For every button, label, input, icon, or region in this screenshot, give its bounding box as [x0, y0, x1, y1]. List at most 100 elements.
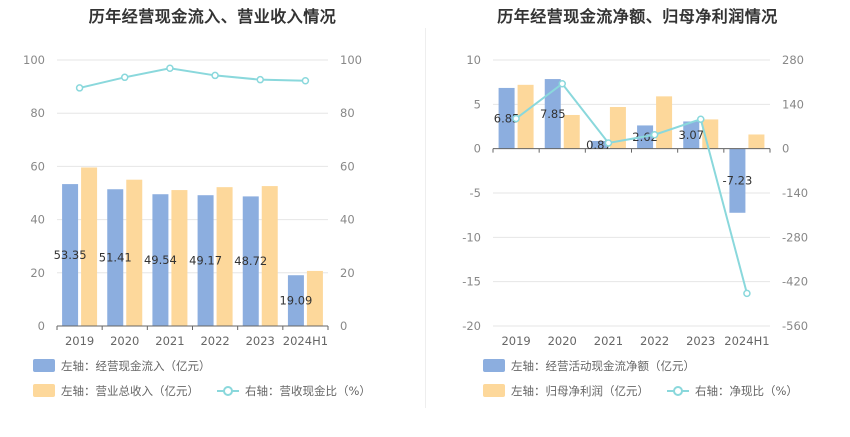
- line-point: [166, 64, 174, 72]
- x-tick-label: 2022: [640, 334, 669, 348]
- chart-panel-net-cash-flow: 历年经营现金流净额、归母净利润情况 -20 -15 -10 -5 0 5 10 -560 -42…: [425, 0, 850, 437]
- line-point: [558, 80, 566, 88]
- y-tick-label-right: 100: [340, 53, 362, 67]
- bar: [216, 187, 233, 326]
- legend-label: 左轴：归母净利润（亿元）: [511, 384, 649, 398]
- y-tick-label-right: 280: [782, 53, 804, 67]
- y-tick-label-right: -560: [782, 319, 808, 333]
- legend-label: 右轴：净现比（%）: [695, 384, 798, 398]
- data-label: 49.17: [189, 254, 222, 268]
- legend-item[interactable]: 左轴：归母净利润（亿元）: [483, 383, 649, 399]
- legend: 左轴：经营现金流入（亿元） 左轴：营业总收入（亿元） 右轴：营收现金比（%）: [33, 358, 423, 398]
- legend-item[interactable]: 左轴：经营活动现金流净额（亿元）: [483, 358, 695, 374]
- y-tick-label-left: -20: [462, 319, 481, 333]
- line-point: [604, 139, 613, 147]
- line-point: [743, 289, 751, 298]
- chart-svg: 0 20 40 60 80 100 0 20 40 60 80 100 2019 2020 2021 2022…: [23, 53, 362, 348]
- legend-swatch: [217, 384, 239, 397]
- legend-swatch: [667, 384, 689, 397]
- legend-swatch: [33, 384, 55, 397]
- x-tick-label: 2023: [686, 334, 715, 348]
- bar: [62, 184, 79, 326]
- legend-item[interactable]: 左轴：营业总收入（亿元）: [33, 383, 199, 399]
- chart-svg: -20 -15 -10 -5 0 5 10 -560 -420 -280 -140 0 140 280 20…: [462, 53, 808, 348]
- data-label: -7.23: [723, 174, 753, 188]
- legend-row: 左轴：营业总收入（亿元） 右轴：营收现金比（%）: [33, 383, 389, 399]
- x-tick-label: 2021: [594, 334, 623, 348]
- x-tick-label: 2020: [548, 334, 577, 348]
- bar: [590, 140, 607, 149]
- bar: [683, 121, 700, 149]
- y-tick-label-left: 0: [474, 142, 481, 156]
- bar: [152, 194, 169, 326]
- data-label: 51.41: [99, 251, 132, 265]
- line-point: [75, 84, 84, 92]
- y-tick-label-right: 0: [782, 142, 789, 156]
- y-tick-label-left: 60: [30, 159, 45, 173]
- line-point: [697, 115, 705, 123]
- x-tick-label: 2024H1: [724, 334, 769, 348]
- y-tick-label-left: 5: [474, 97, 481, 111]
- y-tick-label-right: 40: [340, 213, 355, 227]
- y-tick-label-left: 40: [30, 213, 45, 227]
- x-tick-label: 2021: [155, 334, 184, 348]
- data-label: 19.09: [279, 294, 312, 308]
- legend-row: 左轴：归母净利润（亿元） 右轴：净现比（%）: [483, 383, 816, 399]
- legend-label: 右轴：营收现金比（%）: [245, 384, 371, 398]
- data-label: 53.35: [54, 248, 87, 262]
- legend-item[interactable]: 右轴：营收现金比（%）: [217, 383, 371, 399]
- series-line: [79, 67, 306, 89]
- y-tick-label-right: 0: [340, 319, 347, 333]
- bar: [609, 106, 626, 149]
- y-tick-label-left: 100: [23, 53, 45, 67]
- y-tick-label-left: -10: [462, 230, 481, 244]
- bar: [729, 148, 746, 213]
- y-tick-label-right: -420: [782, 275, 808, 289]
- legend-label: 左轴：经营现金流入（亿元）: [61, 359, 211, 373]
- y-tick-label-right: 20: [340, 266, 355, 280]
- y-tick-label-right: -140: [782, 186, 808, 200]
- bar: [748, 134, 765, 149]
- data-label: 48.72: [234, 254, 267, 268]
- y-tick-label-right: 140: [782, 97, 804, 111]
- bar: [656, 96, 673, 149]
- line-point: [211, 71, 219, 80]
- chart-panel-cash-inflow: 历年经营现金流入、营业收入情况 0 20 40 60 80 100 0 20 40 60 80 100…: [23, 7, 423, 398]
- data-label: 3.07: [678, 128, 704, 142]
- bar: [197, 195, 214, 326]
- bar: [287, 275, 304, 326]
- legend-label: 左轴：营业总收入（亿元）: [61, 384, 199, 398]
- legend-swatch: [33, 359, 55, 372]
- legend-row: 左轴：经营活动现金流净额（亿元）: [483, 358, 713, 374]
- data-label: 6.85: [494, 111, 520, 125]
- y-tick-label-left: 20: [30, 266, 45, 280]
- y-tick-label-right: 60: [340, 159, 355, 173]
- y-tick-label-left: -15: [462, 275, 481, 289]
- bar: [563, 114, 580, 149]
- legend: 左轴：经营活动现金流净额（亿元） 左轴：归母净利润（亿元） 右轴：净现比（%）: [483, 358, 848, 398]
- line-point: [512, 114, 520, 123]
- data-label: 49.54: [144, 253, 177, 267]
- legend-swatch: [483, 359, 505, 372]
- line-point: [301, 76, 310, 85]
- bar: [517, 84, 534, 149]
- legend-row: 左轴：经营现金流入（亿元）: [33, 358, 229, 374]
- x-tick-label: 2024H1: [283, 334, 328, 348]
- chart-title: 历年经营现金流入、营业收入情况: [88, 7, 337, 26]
- x-tick-label: 2023: [246, 334, 275, 348]
- x-tick-label: 2020: [110, 334, 139, 348]
- legend-item[interactable]: 右轴：净现比（%）: [667, 383, 798, 399]
- y-tick-label-left: 80: [30, 106, 45, 120]
- divider: [425, 28, 426, 408]
- bar: [126, 179, 143, 326]
- y-tick-label-right: -280: [782, 230, 808, 244]
- bar: [261, 186, 278, 326]
- legend-swatch: [483, 384, 505, 397]
- legend-item[interactable]: 左轴：经营现金流入（亿元）: [33, 358, 211, 374]
- y-tick-label-left: -5: [470, 186, 481, 200]
- bar: [544, 79, 561, 149]
- x-tick-label: 2019: [501, 334, 530, 348]
- data-label: 7.85: [540, 107, 566, 121]
- bar: [107, 189, 124, 326]
